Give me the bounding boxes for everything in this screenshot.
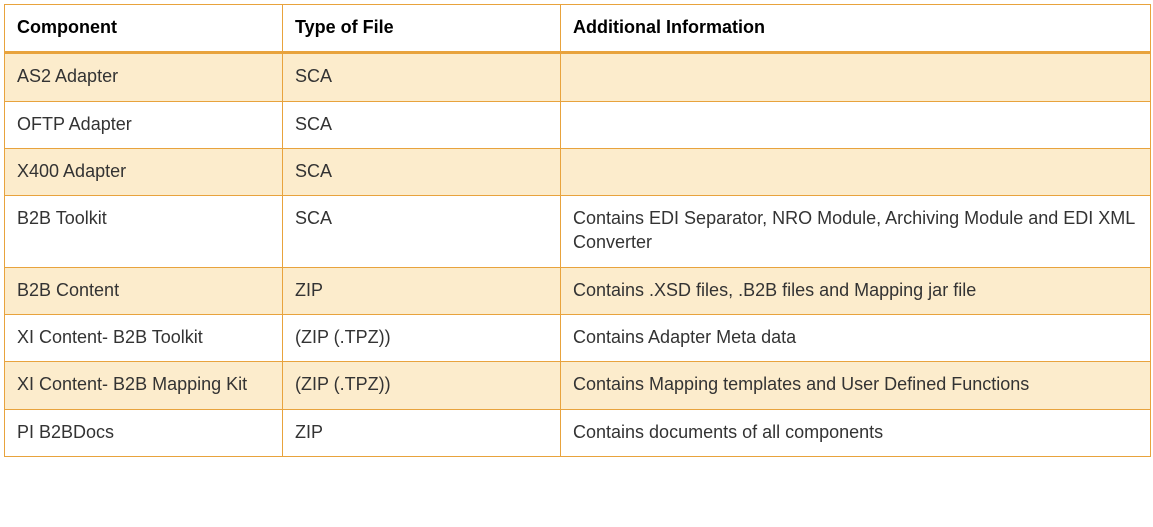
cell-component: X400 Adapter (5, 148, 283, 195)
cell-file-type: SCA (283, 196, 561, 268)
components-table: Component Type of File Additional Inform… (4, 4, 1151, 457)
cell-info: Contains .XSD files, .B2B files and Mapp… (561, 267, 1151, 314)
cell-file-type: SCA (283, 53, 561, 101)
cell-component: AS2 Adapter (5, 53, 283, 101)
table-row: X400 Adapter SCA (5, 148, 1151, 195)
cell-info (561, 101, 1151, 148)
cell-info (561, 148, 1151, 195)
cell-component: PI B2BDocs (5, 409, 283, 456)
cell-file-type: ZIP (283, 267, 561, 314)
table-row: B2B Toolkit SCA Contains EDI Separator, … (5, 196, 1151, 268)
cell-component: XI Content- B2B Toolkit (5, 315, 283, 362)
table-row: AS2 Adapter SCA (5, 53, 1151, 101)
cell-file-type: (ZIP (.TPZ)) (283, 362, 561, 409)
table-row: B2B Content ZIP Contains .XSD files, .B2… (5, 267, 1151, 314)
col-header-file-type: Type of File (283, 5, 561, 53)
table-row: XI Content- B2B Mapping Kit (ZIP (.TPZ))… (5, 362, 1151, 409)
col-header-component: Component (5, 5, 283, 53)
col-header-info: Additional Information (561, 5, 1151, 53)
cell-component: B2B Toolkit (5, 196, 283, 268)
cell-info: Contains Adapter Meta data (561, 315, 1151, 362)
table-header-row: Component Type of File Additional Inform… (5, 5, 1151, 53)
cell-file-type: SCA (283, 101, 561, 148)
cell-component: OFTP Adapter (5, 101, 283, 148)
table-row: OFTP Adapter SCA (5, 101, 1151, 148)
cell-component: B2B Content (5, 267, 283, 314)
cell-info: Contains EDI Separator, NRO Module, Arch… (561, 196, 1151, 268)
table-row: PI B2BDocs ZIP Contains documents of all… (5, 409, 1151, 456)
cell-info: Contains documents of all components (561, 409, 1151, 456)
table-row: XI Content- B2B Toolkit (ZIP (.TPZ)) Con… (5, 315, 1151, 362)
cell-file-type: SCA (283, 148, 561, 195)
cell-file-type: ZIP (283, 409, 561, 456)
cell-info (561, 53, 1151, 101)
cell-info: Contains Mapping templates and User Defi… (561, 362, 1151, 409)
cell-file-type: (ZIP (.TPZ)) (283, 315, 561, 362)
cell-component: XI Content- B2B Mapping Kit (5, 362, 283, 409)
